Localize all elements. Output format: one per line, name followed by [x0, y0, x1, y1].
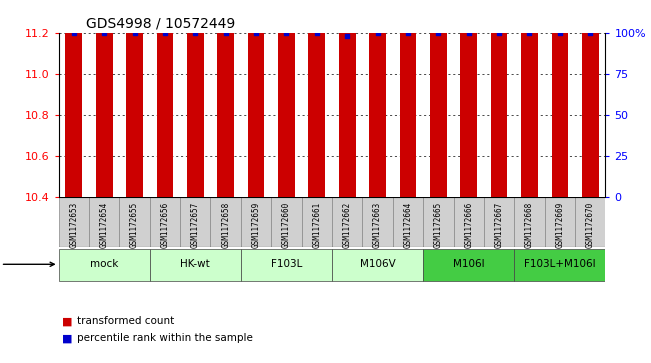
Point	[159, 30, 170, 36]
Text: GSM1172655: GSM1172655	[130, 201, 139, 248]
Bar	[423, 197, 454, 247]
Bar	[180, 197, 210, 247]
Bar	[126, 0, 143, 197]
Bar	[369, 0, 386, 197]
Bar	[423, 249, 514, 281]
Point	[281, 30, 292, 36]
Bar	[393, 197, 423, 247]
Bar	[150, 249, 241, 281]
Point	[190, 30, 201, 36]
Bar	[278, 0, 295, 197]
Bar	[96, 0, 113, 197]
Bar	[210, 197, 241, 247]
Bar	[491, 0, 508, 197]
Bar	[156, 0, 173, 197]
Point	[433, 30, 443, 36]
Text: GSM1172664: GSM1172664	[404, 201, 413, 248]
Text: GSM1172653: GSM1172653	[69, 201, 78, 248]
Text: ■: ■	[62, 333, 72, 343]
Bar	[545, 197, 575, 247]
Text: percentile rank within the sample: percentile rank within the sample	[77, 333, 253, 343]
Text: mock: mock	[90, 259, 118, 269]
Bar	[430, 0, 447, 197]
Bar	[89, 197, 119, 247]
Text: F103L: F103L	[271, 259, 302, 269]
Text: ■: ■	[62, 316, 72, 326]
Bar	[247, 0, 264, 197]
Bar	[119, 197, 150, 247]
Point	[524, 30, 534, 36]
Bar	[484, 197, 514, 247]
Point	[372, 30, 383, 36]
Text: GSM1172660: GSM1172660	[282, 201, 291, 248]
Bar	[514, 249, 605, 281]
Text: GSM1172661: GSM1172661	[312, 201, 322, 248]
Text: F103L+M106I: F103L+M106I	[524, 259, 596, 269]
Point	[494, 30, 505, 36]
Point	[403, 30, 413, 36]
Text: GSM1172665: GSM1172665	[434, 201, 443, 248]
Bar	[339, 0, 355, 197]
Text: GSM1172662: GSM1172662	[342, 201, 352, 248]
Point	[555, 30, 565, 36]
Bar	[551, 0, 568, 197]
Text: transformed count: transformed count	[77, 316, 174, 326]
Text: GDS4998 / 10572449: GDS4998 / 10572449	[86, 16, 235, 30]
Point	[251, 30, 261, 36]
Point	[130, 30, 140, 36]
Text: GSM1172667: GSM1172667	[495, 201, 504, 248]
Point	[342, 33, 352, 39]
Text: GSM1172663: GSM1172663	[373, 201, 382, 248]
Bar	[514, 197, 545, 247]
Bar	[460, 0, 477, 197]
Bar	[301, 197, 332, 247]
Point	[221, 30, 231, 36]
Bar	[332, 249, 423, 281]
Bar	[309, 0, 326, 197]
Text: GSM1172668: GSM1172668	[525, 201, 534, 248]
Bar	[332, 197, 363, 247]
Text: GSM1172659: GSM1172659	[251, 201, 260, 248]
Bar	[59, 197, 89, 247]
Bar	[187, 0, 204, 197]
Text: infection: infection	[0, 259, 54, 269]
Text: GSM1172670: GSM1172670	[586, 201, 595, 248]
Bar	[521, 0, 538, 197]
Text: GSM1172656: GSM1172656	[160, 201, 169, 248]
Bar	[150, 197, 180, 247]
Bar	[363, 197, 393, 247]
Text: GSM1172657: GSM1172657	[191, 201, 200, 248]
Text: GSM1172658: GSM1172658	[221, 201, 230, 248]
Bar	[59, 249, 150, 281]
Text: M106V: M106V	[360, 259, 395, 269]
Text: GSM1172669: GSM1172669	[555, 201, 564, 248]
Text: GSM1172666: GSM1172666	[464, 201, 473, 248]
Bar	[582, 0, 599, 197]
Bar	[241, 249, 332, 281]
Bar	[65, 0, 82, 197]
Bar	[241, 197, 271, 247]
Bar	[271, 197, 301, 247]
Bar	[400, 0, 417, 197]
Text: GSM1172654: GSM1172654	[100, 201, 109, 248]
Point	[99, 30, 109, 36]
Point	[585, 30, 596, 36]
Point	[68, 30, 79, 36]
Point	[464, 30, 474, 36]
Point	[312, 30, 322, 36]
Bar	[575, 197, 605, 247]
Bar	[454, 197, 484, 247]
Text: HK-wt: HK-wt	[180, 259, 210, 269]
Text: M106I: M106I	[453, 259, 484, 269]
Bar	[217, 0, 234, 197]
